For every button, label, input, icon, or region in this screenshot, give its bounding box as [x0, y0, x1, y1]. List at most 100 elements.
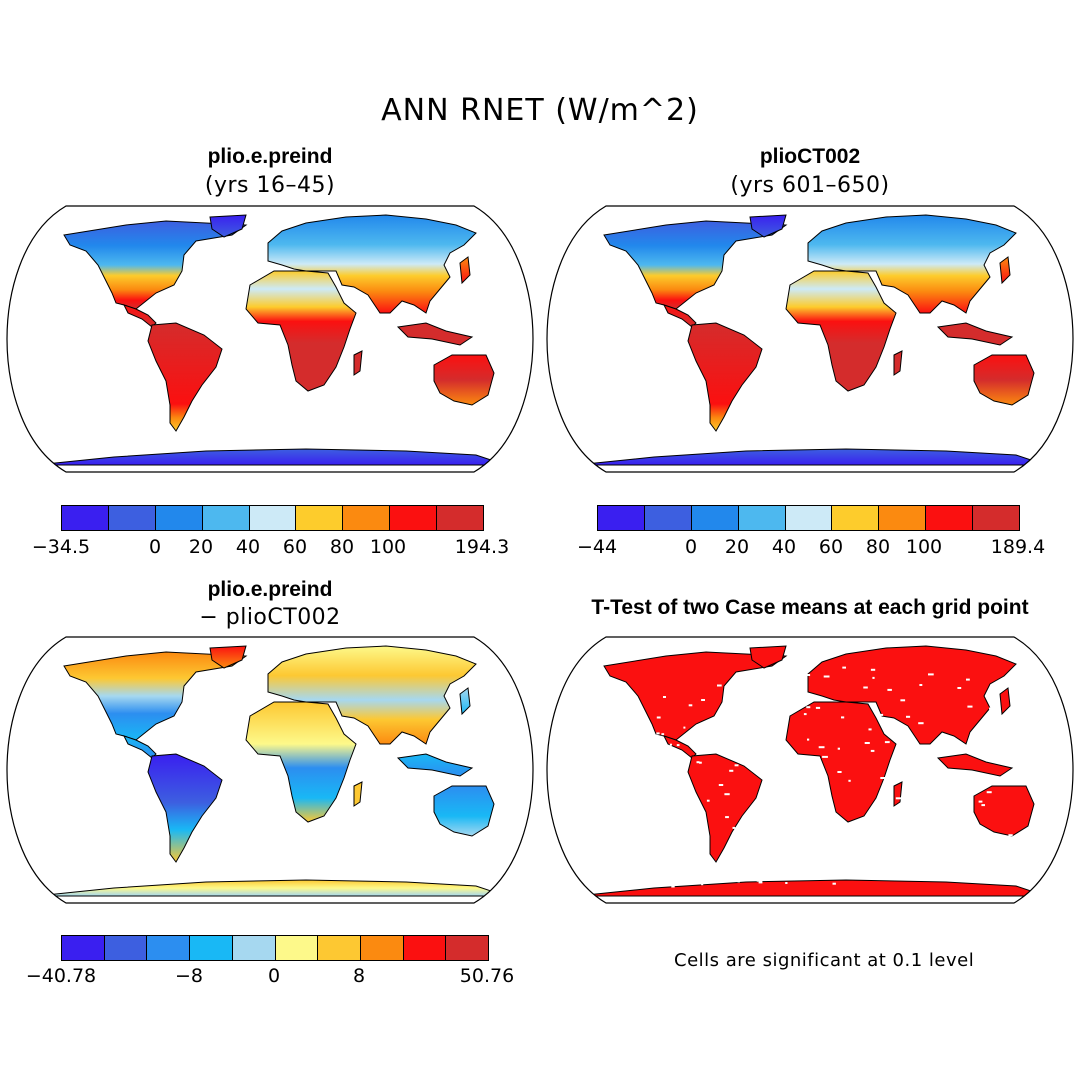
non-significant-cell — [1018, 840, 1024, 843]
land-centralAmerica — [663, 735, 697, 759]
non-significant-cell — [906, 715, 911, 718]
colorbar-swatch — [879, 506, 927, 530]
colorbar-swatch — [446, 936, 489, 960]
non-significant-cell — [743, 692, 750, 695]
non-significant-cell — [751, 740, 757, 742]
land-africa — [245, 270, 357, 392]
map-border — [546, 205, 1074, 473]
non-significant-cell — [870, 668, 876, 671]
non-significant-cell — [815, 706, 821, 709]
land-antarctica — [575, 879, 1047, 897]
land-eurasia — [807, 214, 1017, 314]
land-japan — [459, 687, 471, 716]
panel-1-tick: 40 — [235, 536, 261, 558]
panel-1-tick: 0 — [148, 536, 162, 558]
non-significant-cell — [928, 843, 934, 846]
non-significant-cell — [758, 881, 763, 884]
non-significant-cell — [833, 851, 838, 853]
colorbar-swatch — [437, 506, 484, 530]
non-significant-cell — [738, 865, 745, 868]
non-significant-cell — [918, 722, 924, 725]
land-madagascar — [893, 350, 903, 376]
non-significant-cell — [968, 784, 973, 787]
non-significant-cell — [704, 730, 709, 733]
panel-3-tick: 0 — [267, 965, 281, 987]
non-significant-cell — [984, 879, 988, 882]
colorbar-swatch — [390, 506, 438, 530]
colorbar-swatch — [785, 506, 833, 530]
panel-2-colorbar-ticks: −44 0 20 40 60 80 100 189.4 — [577, 536, 1045, 560]
land-madagascar — [353, 350, 363, 376]
land-antarctica — [35, 879, 507, 897]
non-significant-cell — [768, 793, 771, 796]
panel-1-title: plio.e.preind — [207, 145, 333, 168]
non-significant-cell — [837, 862, 840, 865]
land-eurasia — [807, 645, 1017, 745]
panel-1-tick: 80 — [329, 536, 355, 558]
panel-2-map — [546, 205, 1074, 473]
non-significant-cell — [777, 720, 784, 723]
land-japan — [999, 256, 1011, 285]
non-significant-cell — [905, 808, 911, 811]
land-antarctica — [35, 448, 507, 466]
land-southAmerica — [687, 322, 763, 432]
land-eurasia — [267, 645, 477, 745]
non-significant-cell — [966, 678, 970, 681]
colorbar-swatch — [296, 506, 344, 530]
non-significant-cell — [696, 761, 700, 764]
colorbar-swatch — [62, 506, 109, 530]
land-northAmerica — [63, 220, 248, 310]
non-significant-cell — [785, 836, 791, 839]
non-significant-cell — [789, 822, 795, 824]
non-significant-cell — [755, 834, 760, 837]
panel-1-colorbar — [61, 505, 484, 531]
non-significant-cell — [688, 704, 693, 707]
colorbar-swatch — [738, 506, 786, 530]
non-significant-cell — [848, 779, 851, 782]
panel-2-colorbar — [597, 505, 1020, 531]
panel-2-tick: 60 — [818, 536, 844, 558]
land-centralAmerica — [663, 304, 697, 328]
non-significant-cell — [724, 793, 730, 796]
non-significant-cell — [805, 865, 809, 868]
non-significant-cell — [942, 745, 945, 748]
non-significant-cell — [878, 837, 882, 840]
non-significant-cell — [940, 859, 944, 862]
colorbar-swatch — [926, 506, 974, 530]
colorbar-swatch — [832, 506, 880, 530]
non-significant-cell — [860, 867, 864, 870]
land-indonesia — [936, 753, 1014, 777]
map-border — [6, 205, 534, 473]
non-significant-cell — [959, 820, 964, 823]
colorbar-swatch — [644, 506, 692, 530]
land-centralAmerica — [123, 735, 157, 759]
panel-4-map — [546, 636, 1074, 904]
colorbar-swatch — [343, 506, 391, 530]
non-significant-cell — [810, 776, 816, 779]
non-significant-cell — [989, 844, 994, 847]
land-southAmerica — [147, 322, 223, 432]
non-significant-cell — [804, 674, 811, 676]
panel-3-tick: −8 — [174, 965, 204, 987]
figure-title: ANN RNET (W/m^2) — [381, 93, 699, 128]
panel-4-title: T-Test of two Case means at each grid po… — [591, 596, 1029, 619]
non-significant-cell — [789, 767, 793, 770]
non-significant-cell — [725, 816, 729, 819]
non-significant-cell — [718, 784, 724, 786]
non-significant-cell — [935, 749, 941, 752]
panel-4-note: Cells are significant at 0.1 level — [674, 950, 975, 971]
panel-2-tick: −44 — [576, 536, 618, 558]
non-significant-cell — [783, 674, 786, 677]
non-significant-cell — [760, 733, 763, 736]
non-significant-cell — [663, 696, 666, 698]
colorbar-swatch — [403, 936, 447, 960]
colorbar-swatch — [147, 936, 191, 960]
non-significant-cell — [796, 776, 801, 779]
panel-2-tick: 189.4 — [990, 536, 1046, 558]
non-significant-cell — [767, 709, 771, 712]
non-significant-cell — [729, 769, 734, 772]
panel-2-tick: 80 — [865, 536, 891, 558]
non-significant-cell — [803, 713, 807, 716]
land-australia — [973, 354, 1035, 406]
panel-3-map — [6, 636, 534, 904]
